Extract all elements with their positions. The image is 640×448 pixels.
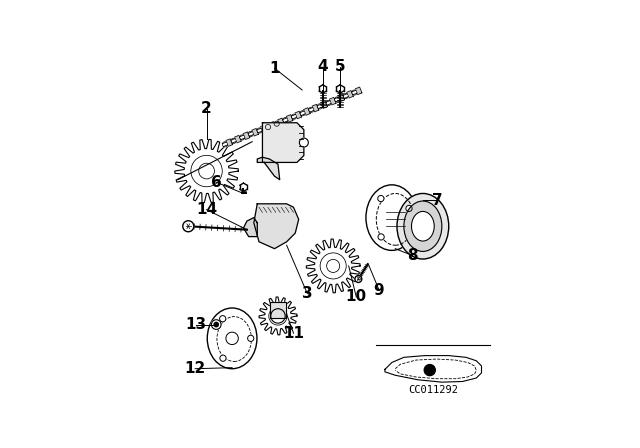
Text: 11: 11: [283, 326, 304, 340]
Circle shape: [239, 135, 244, 140]
Polygon shape: [175, 139, 238, 202]
Polygon shape: [307, 239, 360, 293]
Polygon shape: [278, 118, 284, 125]
Ellipse shape: [366, 185, 418, 250]
Circle shape: [291, 114, 296, 119]
Text: 3: 3: [302, 286, 312, 301]
Circle shape: [300, 111, 305, 116]
Text: 13: 13: [186, 317, 207, 332]
Circle shape: [378, 195, 384, 202]
Polygon shape: [235, 135, 241, 143]
Circle shape: [226, 332, 238, 345]
Polygon shape: [252, 129, 259, 136]
Ellipse shape: [404, 201, 442, 251]
Ellipse shape: [376, 194, 414, 245]
Text: 6: 6: [211, 175, 221, 190]
Circle shape: [335, 97, 340, 102]
Circle shape: [248, 131, 253, 137]
Polygon shape: [259, 297, 297, 335]
Text: 2: 2: [201, 101, 212, 116]
Circle shape: [222, 142, 228, 147]
Text: 4: 4: [317, 59, 328, 74]
Text: 9: 9: [374, 283, 385, 297]
Circle shape: [308, 107, 314, 112]
Text: 1: 1: [269, 61, 280, 76]
Circle shape: [231, 138, 236, 143]
Polygon shape: [303, 108, 310, 115]
Circle shape: [378, 234, 384, 240]
Polygon shape: [338, 94, 345, 102]
Polygon shape: [321, 101, 328, 108]
Polygon shape: [260, 125, 267, 133]
Ellipse shape: [397, 194, 449, 259]
Polygon shape: [286, 115, 293, 122]
Circle shape: [257, 128, 262, 133]
Circle shape: [317, 104, 323, 109]
Circle shape: [220, 355, 226, 361]
Circle shape: [355, 276, 362, 283]
Circle shape: [352, 90, 357, 95]
Polygon shape: [226, 139, 232, 146]
Polygon shape: [385, 356, 481, 382]
Polygon shape: [347, 90, 353, 98]
Text: 14: 14: [196, 202, 217, 217]
Circle shape: [424, 365, 435, 375]
Circle shape: [266, 125, 271, 129]
Text: CC011292: CC011292: [408, 385, 458, 395]
Circle shape: [220, 315, 226, 322]
Polygon shape: [355, 87, 362, 95]
Ellipse shape: [217, 317, 252, 362]
Text: 12: 12: [184, 361, 206, 376]
Circle shape: [248, 335, 254, 341]
Circle shape: [283, 117, 288, 123]
Text: 8: 8: [407, 248, 418, 263]
Polygon shape: [254, 204, 299, 249]
Polygon shape: [330, 98, 336, 105]
Ellipse shape: [412, 211, 435, 241]
Circle shape: [271, 309, 285, 323]
Text: 10: 10: [346, 289, 367, 305]
Circle shape: [183, 221, 194, 232]
Circle shape: [300, 138, 308, 147]
Polygon shape: [270, 302, 285, 318]
Polygon shape: [243, 218, 257, 237]
Polygon shape: [243, 132, 250, 139]
Text: 5: 5: [335, 59, 346, 74]
Polygon shape: [312, 104, 319, 112]
Polygon shape: [295, 111, 301, 119]
Ellipse shape: [207, 308, 257, 369]
Circle shape: [343, 94, 348, 99]
Polygon shape: [262, 123, 304, 163]
Circle shape: [326, 100, 331, 106]
Circle shape: [406, 205, 412, 211]
Circle shape: [211, 320, 221, 329]
Polygon shape: [257, 157, 280, 180]
Text: 7: 7: [433, 193, 443, 208]
Polygon shape: [269, 121, 276, 129]
Circle shape: [214, 323, 218, 327]
Circle shape: [274, 121, 279, 126]
